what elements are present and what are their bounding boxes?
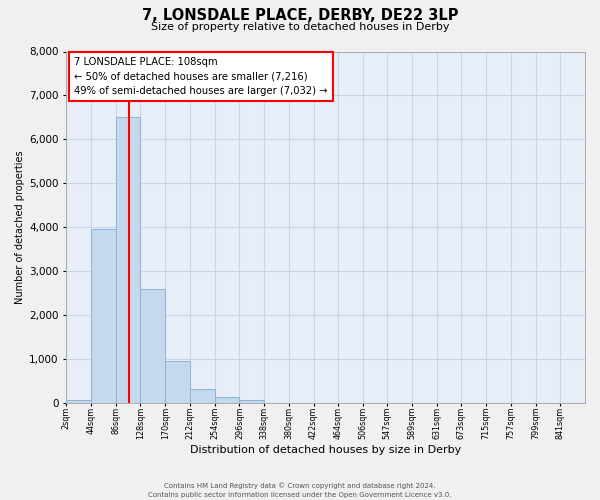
Bar <box>91 230 116 402</box>
Bar <box>67 400 91 402</box>
Bar <box>116 118 140 403</box>
X-axis label: Distribution of detached houses by size in Derby: Distribution of detached houses by size … <box>190 445 461 455</box>
Text: 7 LONSDALE PLACE: 108sqm
← 50% of detached houses are smaller (7,216)
49% of sem: 7 LONSDALE PLACE: 108sqm ← 50% of detach… <box>74 57 328 96</box>
Text: Contains HM Land Registry data © Crown copyright and database right 2024.: Contains HM Land Registry data © Crown c… <box>164 482 436 489</box>
Bar <box>165 361 190 403</box>
Y-axis label: Number of detached properties: Number of detached properties <box>15 150 25 304</box>
Text: Size of property relative to detached houses in Derby: Size of property relative to detached ho… <box>151 22 449 32</box>
Bar <box>190 388 215 402</box>
Bar <box>239 400 264 402</box>
Text: Contains public sector information licensed under the Open Government Licence v3: Contains public sector information licen… <box>148 492 452 498</box>
Bar <box>140 288 165 403</box>
Bar <box>215 398 239 402</box>
Text: 7, LONSDALE PLACE, DERBY, DE22 3LP: 7, LONSDALE PLACE, DERBY, DE22 3LP <box>142 8 458 22</box>
